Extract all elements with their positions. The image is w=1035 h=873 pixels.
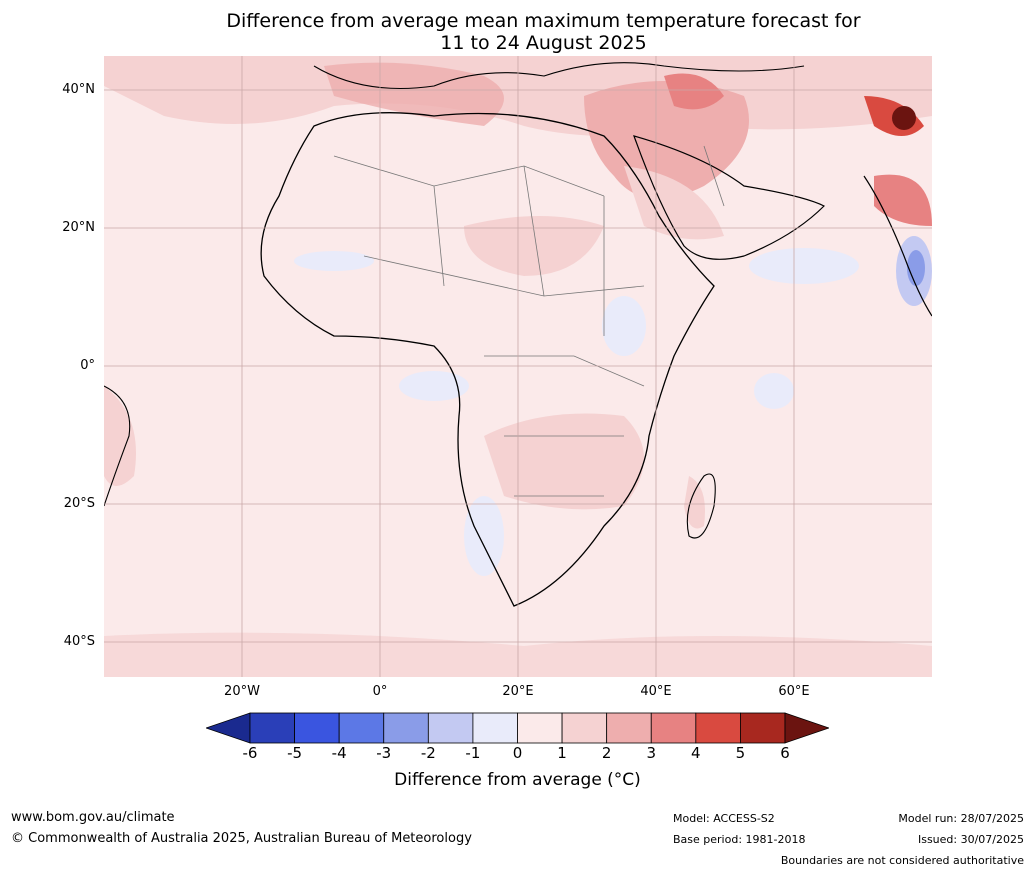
colorbar-label: Difference from average (°C) <box>394 770 641 790</box>
anomaly-patch-west-ocean <box>104 386 136 486</box>
cool-patch-indian-ocean <box>754 373 794 409</box>
colorbar-segment <box>294 712 340 744</box>
anomaly-patch-sahel <box>464 216 604 276</box>
forecast-map <box>104 56 932 677</box>
country-borders <box>333 145 725 497</box>
colorbar-tick-label: -5 <box>287 744 303 762</box>
lat-label-20n: 20°N <box>62 220 95 235</box>
anomaly-patch-arabia <box>624 166 724 240</box>
lat-label-40n: 40°N <box>62 82 95 97</box>
anomaly-patch-turkey <box>664 73 724 110</box>
title-line-1: Difference from average mean maximum tem… <box>226 10 861 32</box>
colorbar-extend-low <box>206 712 251 744</box>
anomaly-patch-southern-africa <box>484 413 644 510</box>
map-svg <box>104 56 932 677</box>
lat-label-0: 0° <box>80 358 95 373</box>
coastline-africa <box>260 112 715 607</box>
coastline-europe <box>313 62 805 90</box>
title-line-2: 11 to 24 August 2025 <box>440 32 647 54</box>
colorbar-tick-label: 5 <box>735 744 746 762</box>
footer-disclaimer: Boundaries are not considered authoritat… <box>780 854 1024 867</box>
colorbar-tick-label: -6 <box>242 744 258 762</box>
colorbar-tick-label: -3 <box>376 744 392 762</box>
cool-patch-namibia <box>464 496 504 576</box>
colorbar <box>206 712 829 744</box>
footer-issued: Issued: 30/07/2025 <box>917 833 1024 846</box>
colorbar-segment <box>338 712 385 744</box>
graticule <box>104 56 932 677</box>
colorbar-segment <box>740 712 786 744</box>
lon-label-20w: 20°W <box>224 684 260 699</box>
footer-model-run: Model run: 28/07/2025 <box>898 812 1024 825</box>
colorbar-segment <box>383 712 429 744</box>
footer-base-period: Base period: 1981-2018 <box>673 833 806 846</box>
coastline-south-america <box>104 385 131 507</box>
map-title: Difference from average mean maximum tem… <box>0 10 1035 54</box>
footer-copyright: © Commonwealth of Australia 2025, Austra… <box>11 831 472 846</box>
lat-label-20s: 20°S <box>63 496 95 511</box>
lat-label-40s: 40°S <box>63 634 95 649</box>
colorbar-tick-label: -1 <box>465 744 481 762</box>
colorbar-tick-label: 6 <box>780 744 790 762</box>
colorbar-tick-label: -2 <box>420 744 436 762</box>
footer-website: www.bom.gov.au/climate <box>11 810 175 825</box>
footer-model: Model: ACCESS-S2 <box>673 812 775 825</box>
colorbar-segment <box>472 712 518 744</box>
lon-label-0: 0° <box>372 684 388 699</box>
cool-patch-india-core <box>907 250 925 286</box>
coastline-india <box>863 175 932 317</box>
cool-patch-west-africa <box>294 251 374 271</box>
colorbar-segment <box>561 712 608 744</box>
colorbar-tick-label: -4 <box>331 744 347 762</box>
colorbar-tick-label: 2 <box>601 744 612 762</box>
colorbar-segment <box>650 712 697 744</box>
colorbar-segment <box>606 712 652 744</box>
colorbar-tick-label: 1 <box>557 744 567 762</box>
colorbar-segment <box>517 712 563 744</box>
cool-patch-gulf-of-guinea <box>399 371 469 401</box>
colorbar-tick-label: 3 <box>646 744 657 762</box>
anomaly-hotspot <box>892 106 916 130</box>
cool-patch-arabian-sea <box>749 248 859 284</box>
colorbar-segment <box>249 712 295 744</box>
colorbar-tick-label: 0 <box>512 744 523 762</box>
lon-label-60e: 60°E <box>778 684 810 699</box>
anomaly-patch-madagascar <box>684 476 705 529</box>
colorbar-extend-high <box>784 712 829 744</box>
cool-patch-east-africa <box>602 296 646 356</box>
colorbar-segment <box>427 712 474 744</box>
lon-label-20e: 20°E <box>502 684 534 699</box>
lon-label-40e: 40°E <box>640 684 672 699</box>
anomaly-patch-south-asia <box>874 174 932 226</box>
colorbar-tick-label: 4 <box>691 744 701 762</box>
colorbar-segment <box>695 712 741 744</box>
